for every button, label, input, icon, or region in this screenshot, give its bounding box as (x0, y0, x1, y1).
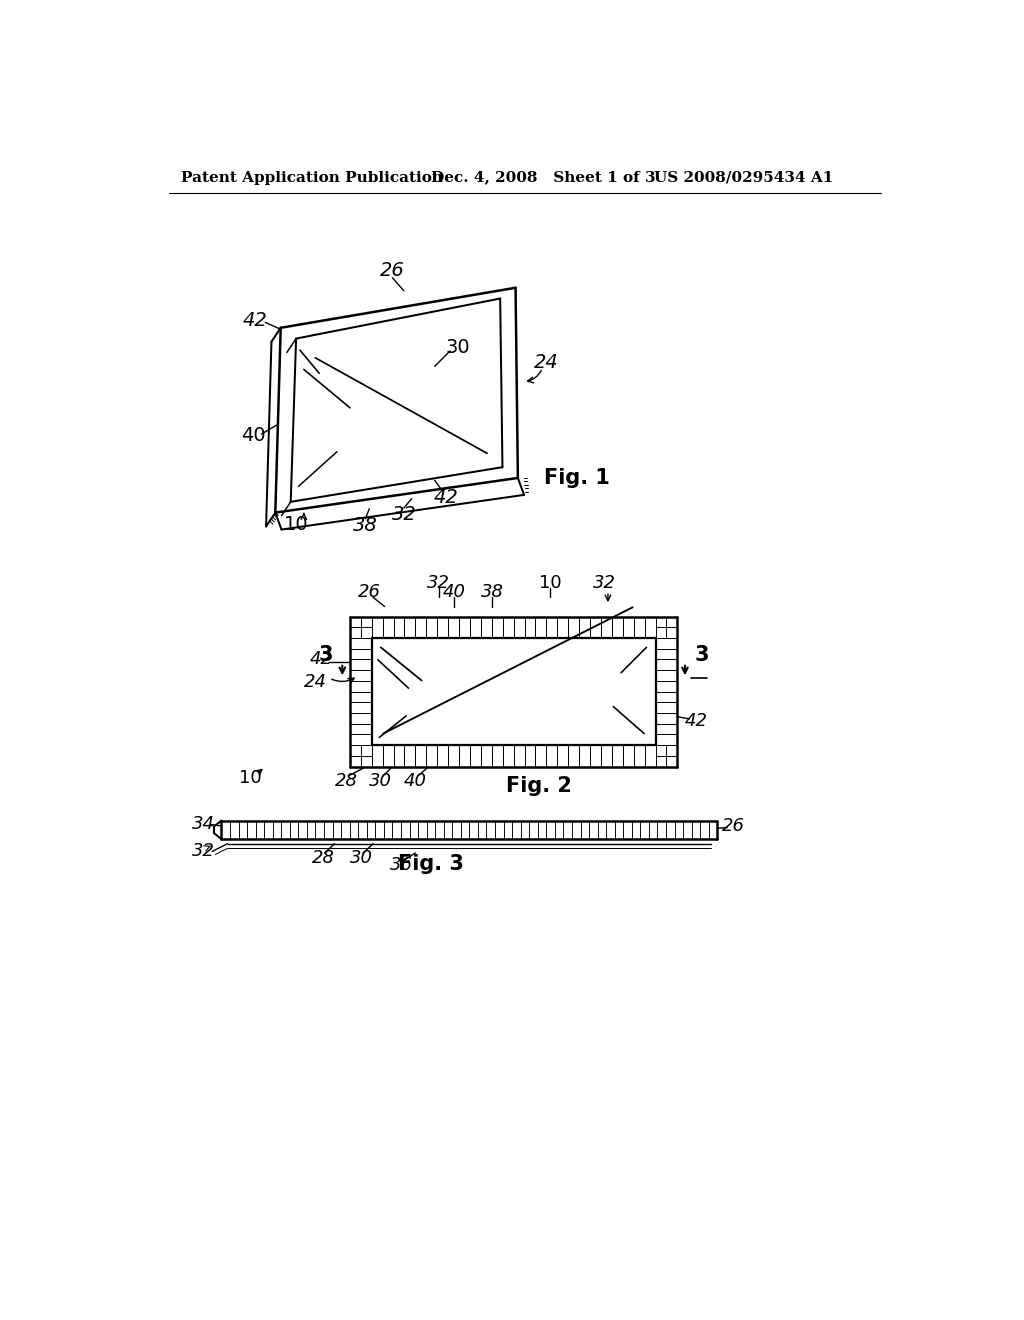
Text: 24: 24 (304, 673, 327, 690)
Text: Fig. 2: Fig. 2 (506, 776, 571, 796)
Text: 40: 40 (242, 426, 266, 445)
Text: 30: 30 (350, 849, 373, 866)
Text: 42: 42 (685, 711, 708, 730)
Text: 32: 32 (593, 574, 615, 591)
Text: 34: 34 (193, 816, 215, 833)
Text: 38: 38 (481, 583, 504, 601)
Text: 30: 30 (445, 338, 470, 356)
Text: 36: 36 (390, 857, 413, 874)
Text: 38: 38 (353, 516, 378, 535)
Text: Patent Application Publication: Patent Application Publication (180, 170, 442, 185)
Text: 28: 28 (335, 772, 357, 789)
Text: Fig. 1: Fig. 1 (544, 469, 610, 488)
Text: 32: 32 (391, 504, 417, 524)
Text: 24: 24 (534, 352, 559, 372)
Text: 28: 28 (311, 849, 335, 866)
Text: 10: 10 (284, 515, 308, 533)
Text: 10: 10 (539, 574, 561, 591)
Text: 3: 3 (694, 645, 710, 665)
Text: 40: 40 (403, 772, 427, 789)
Text: 3: 3 (318, 645, 333, 665)
Text: 26: 26 (722, 817, 745, 836)
Text: 40: 40 (442, 583, 466, 601)
Text: US 2008/0295434 A1: US 2008/0295434 A1 (654, 170, 834, 185)
Text: 32: 32 (427, 574, 451, 591)
Text: 42: 42 (243, 310, 267, 330)
Text: 26: 26 (380, 260, 404, 280)
Text: 10: 10 (239, 770, 261, 787)
Text: 32: 32 (193, 842, 215, 861)
Text: 30: 30 (370, 772, 392, 789)
Text: 42: 42 (310, 649, 333, 668)
Text: Dec. 4, 2008   Sheet 1 of 3: Dec. 4, 2008 Sheet 1 of 3 (431, 170, 655, 185)
Text: Fig. 3: Fig. 3 (398, 854, 464, 874)
Text: 42: 42 (434, 487, 459, 507)
Text: 26: 26 (357, 583, 381, 601)
